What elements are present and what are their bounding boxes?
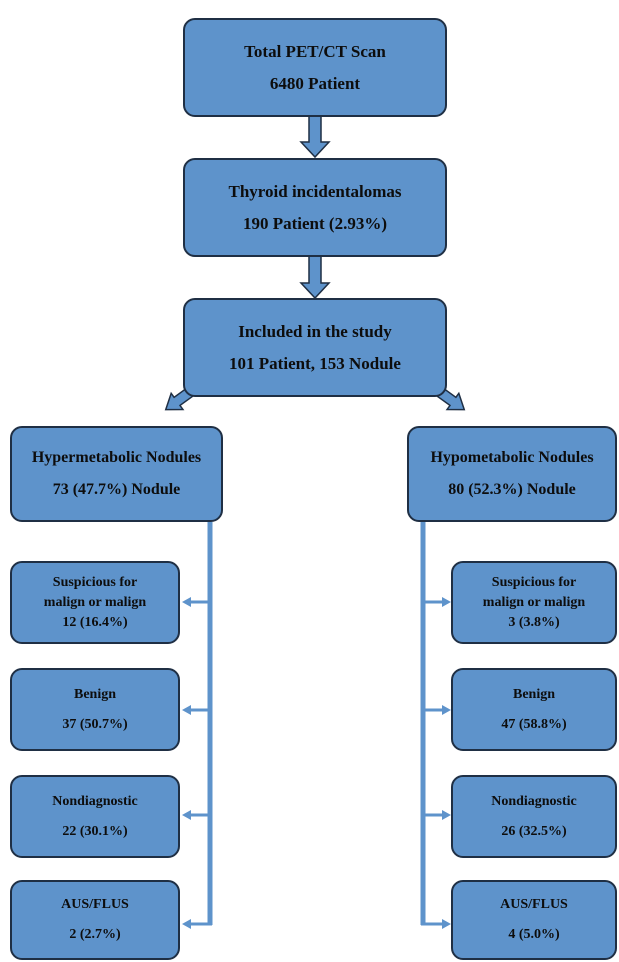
hyper-result-benign: Benign 37 (50.7%) (10, 668, 180, 751)
hyper-result-suspicious: Suspicious for malign or malign 12 (16.4… (10, 561, 180, 644)
hyper-result-label: AUS/FLUS (61, 897, 129, 912)
hyper-branch-2-head (182, 705, 191, 715)
node-hypermetabolic-title: Hypermetabolic Nodules (31, 449, 202, 466)
hyper-result-nondiagnostic: Nondiagnostic 22 (30.1%) (10, 775, 180, 858)
hypo-result-value: 47 (58.8%) (501, 716, 567, 732)
hyper-result-label: Nondiagnostic (52, 793, 138, 809)
hypo-result-label: Benign (512, 686, 555, 702)
node-included-title: Included in the study (238, 321, 392, 341)
hypo-result-value: 4 (5.0%) (508, 927, 560, 942)
hypo-branch-2-head (442, 705, 451, 715)
node-hypometabolic: Hypometabolic Nodules 80 (52.3%) Nodule (407, 426, 617, 522)
hypo-result-value: 3 (3.8%) (508, 614, 560, 630)
hyper-result-value: 22 (30.1%) (62, 823, 128, 839)
arrow-included-to-hypo (436, 386, 466, 411)
hypo-result-suspicious: Suspicious for malign or malign 3 (3.8%) (451, 561, 617, 644)
node-incidentalomas-count: 190 Patient (2.93%) (242, 213, 387, 233)
node-hypermetabolic: Hypermetabolic Nodules 73 (47.7%) Nodule (10, 426, 223, 522)
node-hypermetabolic-count: 73 (47.7%) Nodule (52, 481, 181, 498)
hypo-branch-4-head (442, 919, 451, 929)
node-total-scans: Total PET/CT Scan 6480 Patient (183, 18, 447, 117)
hypo-branch-1-head (442, 597, 451, 607)
node-thyroid-incidentalomas: Thyroid incidentalomas 190 Patient (2.93… (183, 158, 447, 257)
hyper-result-label: Benign (73, 686, 116, 702)
hypo-result-label-cont: malign or malign (482, 594, 586, 610)
hypo-result-label: Nondiagnostic (491, 793, 577, 809)
node-total-scans-count: 6480 Patient (269, 73, 361, 93)
hyper-result-value: 37 (50.7%) (62, 716, 128, 732)
hyper-branch-1-head (182, 597, 191, 607)
hyper-result-label: Suspicious for (52, 574, 138, 590)
hypo-result-nondiagnostic: Nondiagnostic 26 (32.5%) (451, 775, 617, 858)
hypo-branch-3-head (442, 810, 451, 820)
hypo-result-label: Suspicious for (491, 574, 577, 590)
hypo-result-label: AUS/FLUS (500, 897, 568, 912)
hyper-result-label-cont: malign or malign (43, 594, 147, 610)
hypo-result-value: 26 (32.5%) (501, 823, 567, 839)
node-included-count: 101 Patient, 153 Nodule (229, 353, 401, 373)
arrow-incidentalomas-to-included (299, 255, 331, 300)
node-hypometabolic-title: Hypometabolic Nodules (430, 449, 594, 466)
node-incidentalomas-title: Thyroid incidentalomas (228, 181, 402, 201)
hyper-result-aus-flus: AUS/FLUS 2 (2.7%) (10, 880, 180, 960)
hyper-result-value: 2 (2.7%) (69, 927, 121, 942)
node-included-study: Included in the study 101 Patient, 153 N… (183, 298, 447, 397)
hyper-branch-3-head (182, 810, 191, 820)
hypo-result-benign: Benign 47 (58.8%) (451, 668, 617, 751)
node-total-scans-title: Total PET/CT Scan (244, 41, 386, 61)
hypo-result-aus-flus: AUS/FLUS 4 (5.0%) (451, 880, 617, 960)
hyper-branch-4-head (182, 919, 191, 929)
arrow-total-to-incidentalomas (299, 115, 331, 159)
node-hypometabolic-count: 80 (52.3%) Nodule (448, 481, 576, 498)
hyper-result-value: 12 (16.4%) (62, 614, 128, 630)
